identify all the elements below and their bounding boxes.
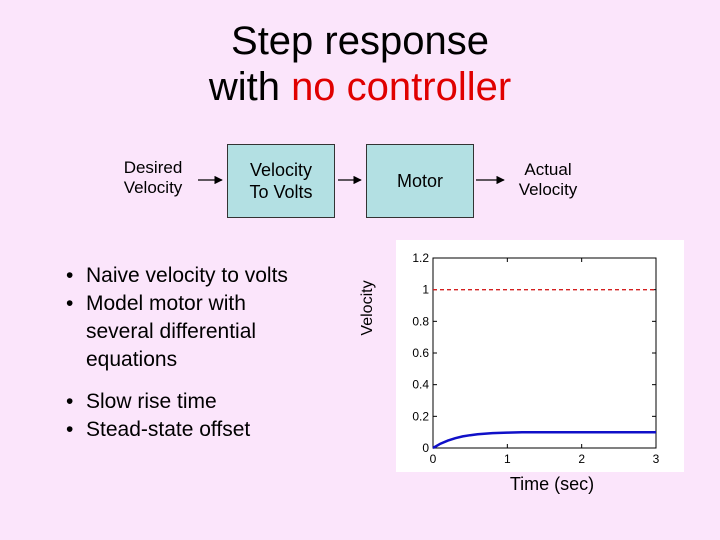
y-tick-label: 0.4 xyxy=(412,378,429,392)
y-tick-label: 1 xyxy=(422,283,429,297)
bullet-item: Model motor with xyxy=(54,290,354,318)
bullet-continuation: several differential xyxy=(54,318,354,346)
bullet-item: Stead-state offset xyxy=(54,416,354,444)
y-tick-label: 0.6 xyxy=(412,346,429,360)
block1-line-1: Velocity xyxy=(249,160,313,180)
slide-title: Step response with no controller xyxy=(0,18,720,110)
y-tick-label: 1.2 xyxy=(412,251,429,265)
title-line-2: with no controller xyxy=(0,64,720,110)
motor-block: Motor xyxy=(366,144,474,218)
title-accent-text: no controller xyxy=(291,65,512,109)
output-label: Actual Velocity xyxy=(508,160,588,200)
bullet-continuation: equations xyxy=(54,346,354,374)
bullet-list-1: Naive velocity to volts Model motor with… xyxy=(54,262,354,374)
x-axis-label: Time (sec) xyxy=(509,474,595,494)
bullet-list-2: Slow rise time Stead-state offset xyxy=(54,388,354,444)
bullet-continuation-text: equations xyxy=(86,348,178,371)
plot-axes-box xyxy=(432,257,657,449)
x-tick-label: 2 xyxy=(578,452,585,466)
block1-line-2: To Volts xyxy=(249,182,313,202)
y-tick-label: 0.2 xyxy=(412,409,429,423)
motor-label: Motor xyxy=(396,171,443,191)
input-label-line-2: Velocity xyxy=(123,178,183,197)
title-line-2-prefix: with xyxy=(208,65,292,109)
output-label-line-2: Velocity xyxy=(518,180,578,199)
input-label: Desired Velocity xyxy=(112,158,194,198)
bullet-item: Naive velocity to volts xyxy=(54,262,354,290)
x-tick-label: 3 xyxy=(653,452,660,466)
output-label-line-1: Actual xyxy=(524,160,572,179)
y-tick-label: 0 xyxy=(422,441,429,455)
x-tick-label: 1 xyxy=(504,452,511,466)
bullet-item: Slow rise time xyxy=(54,388,354,416)
title-line-1: Step response xyxy=(231,19,489,63)
y-tick-label: 0.8 xyxy=(412,314,429,328)
bullet-continuation-text: several differential xyxy=(86,320,257,343)
x-tick-label: 0 xyxy=(430,452,437,466)
response-line xyxy=(432,430,656,450)
input-label-line-1: Desired xyxy=(123,158,183,177)
velocity-to-volts-block: Velocity To Volts xyxy=(227,144,335,218)
